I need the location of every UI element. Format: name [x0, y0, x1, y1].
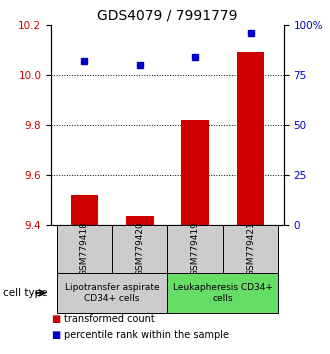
Text: GSM779418: GSM779418 — [80, 221, 89, 276]
Bar — [181, 120, 209, 225]
Bar — [126, 216, 154, 225]
Text: GSM779420: GSM779420 — [135, 221, 144, 276]
Text: GSM779419: GSM779419 — [191, 221, 200, 276]
Text: percentile rank within the sample: percentile rank within the sample — [64, 330, 229, 339]
Bar — [237, 52, 264, 225]
Bar — [167, 225, 223, 273]
Bar — [223, 225, 278, 273]
Bar — [57, 225, 112, 273]
Text: Lipotransfer aspirate
CD34+ cells: Lipotransfer aspirate CD34+ cells — [65, 283, 159, 303]
Text: ■: ■ — [51, 314, 60, 324]
Text: cell type: cell type — [3, 288, 48, 298]
Bar — [57, 273, 167, 313]
Text: transformed count: transformed count — [64, 314, 155, 324]
Text: ■: ■ — [51, 330, 60, 339]
Title: GDS4079 / 7991779: GDS4079 / 7991779 — [97, 8, 238, 22]
Text: Leukapheresis CD34+
cells: Leukapheresis CD34+ cells — [173, 283, 273, 303]
Bar — [71, 195, 98, 225]
Bar — [112, 225, 167, 273]
Bar — [167, 273, 278, 313]
Text: GSM779421: GSM779421 — [246, 221, 255, 276]
